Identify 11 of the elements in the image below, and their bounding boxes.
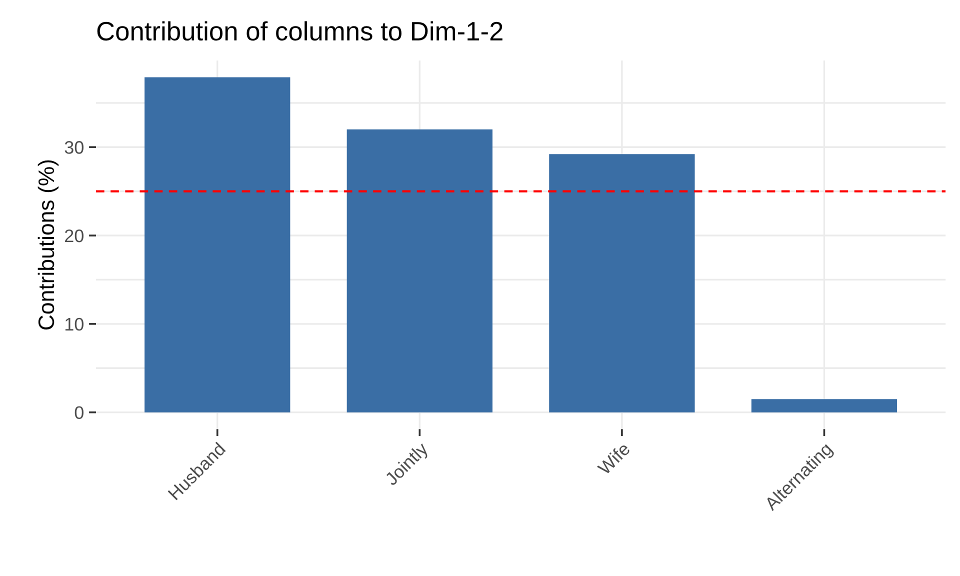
y-tick-label: 30	[64, 141, 84, 154]
y-tick-label: 20	[65, 229, 84, 242]
bar	[346, 129, 492, 412]
bar	[144, 77, 290, 412]
chart-title: Contribution of columns to Dim-1-2	[97, 21, 502, 41]
y-tick-label: 0	[74, 406, 84, 420]
y-axis-title: Contributions (%)	[38, 160, 59, 330]
y-tick-label: 10	[65, 318, 84, 331]
bar	[751, 399, 898, 412]
bar	[549, 154, 695, 412]
x-tick-label: Wife	[596, 441, 631, 476]
